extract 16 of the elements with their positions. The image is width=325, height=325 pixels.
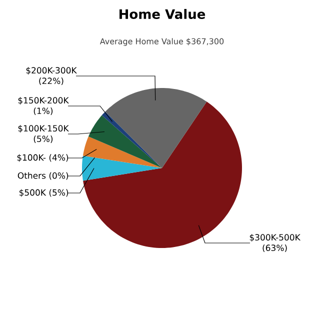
slice-label: $500K xyxy=(19,189,46,197)
chart-title: Home Value xyxy=(120,8,206,20)
data-label: (1%) xyxy=(34,107,53,116)
slice-label: $300K-500K xyxy=(250,234,301,242)
data-label: (4%) xyxy=(49,154,68,162)
data-label: (5%) xyxy=(34,135,53,144)
slice-label: $100K-150K xyxy=(18,124,69,133)
data-label: (5%) xyxy=(49,189,68,197)
category-label: Others xyxy=(18,172,46,179)
slice-label: $150K-200K xyxy=(18,96,69,105)
data-label: (63%) xyxy=(262,244,287,252)
text: (0%) xyxy=(49,172,68,180)
data-label: (22%) xyxy=(39,77,64,86)
slice-label: $200K-300K xyxy=(26,66,77,75)
chart-subtitle: Average Home Value $367,300 xyxy=(100,38,224,46)
slice-label: $100K- xyxy=(17,154,46,162)
